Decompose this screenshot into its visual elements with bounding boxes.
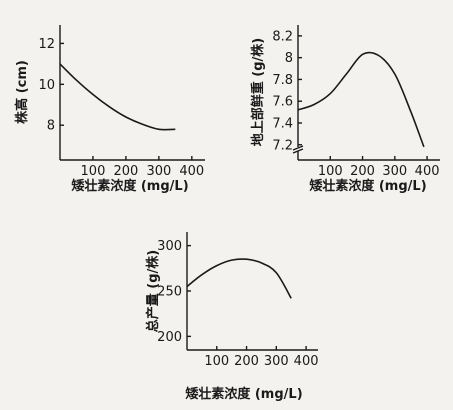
chart-total-yield-x-tick-label-100: 100 [204, 354, 229, 369]
chart-plant-height-curve [59, 63, 176, 131]
chart-fresh-weight-ticks: 100 200 300 400 7.2 7.4 7.6 7.8 8 8.2 [272, 29, 439, 179]
chart-fresh-weight-x-tick-label-200: 200 [350, 164, 375, 179]
chart-plant-height-y-tick-label-12: 12 [38, 37, 55, 52]
chart-plant-height-y-tick-label-8: 8 [47, 119, 55, 134]
chart-total-yield-curve [186, 258, 292, 299]
chart-fresh-weight-x-tick-label-400: 400 [415, 164, 440, 179]
chart-plant-height: 100 200 300 400 8 10 12 矮壮素浓度 (mg/L) 株高 (cm) [14, 25, 205, 194]
chart-plant-height-x-label: 矮壮素浓度 (mg/L) [71, 178, 188, 194]
chart-fresh-weight-y-tick-label-8: 8 [285, 51, 293, 66]
chart-plant-height-ticks: 100 200 300 400 8 10 12 [38, 37, 204, 179]
chart-fresh-weight-axes [292, 25, 440, 161]
chart-total-yield-x-tick-label-400: 400 [294, 354, 319, 369]
chart-total-yield-x-tick-label-300: 300 [264, 354, 289, 369]
chart-total-yield-ticks: 100 200 300 400 200 250 300 [157, 239, 318, 369]
chart-fresh-weight-y-tick-label-7.6: 7.6 [272, 95, 293, 110]
chart-total-yield-y-tick-label-200: 200 [157, 330, 182, 345]
chart-plant-height-x-tick-label-200: 200 [113, 164, 138, 179]
y-axis-break-mark [292, 145, 304, 154]
chart-fresh-weight-y-tick-label-8.2: 8.2 [272, 29, 293, 44]
chart-fresh-weight-x-tick-label-300: 300 [382, 164, 407, 179]
chart-fresh-weight-x-label: 矮壮素浓度 (mg/L) [309, 178, 426, 194]
chart-total-yield-axes [186, 232, 318, 351]
chart-total-yield-y-tick-label-250: 250 [157, 285, 182, 300]
chart-fresh-weight: 100 200 300 400 7.2 7.4 7.6 7.8 8 8.2 矮壮素浓度 (mg/L… [250, 25, 440, 194]
chart-total-yield: 100 200 300 400 200 250 300 矮壮素浓度 (mg/L) 总产量 (… [145, 232, 319, 402]
chart-plant-height-y-label: 株高 (cm) [14, 60, 30, 124]
chart-plant-height-x-tick-label-400: 400 [179, 164, 204, 179]
chart-plant-height-x-tick-label-100: 100 [81, 164, 106, 179]
chart-total-yield-y-tick-label-300: 300 [157, 239, 182, 254]
chart-total-yield-x-tick-label-200: 200 [234, 354, 259, 369]
chart-plant-height-axes [59, 25, 205, 161]
chart-fresh-weight-y-tick-label-7.8: 7.8 [272, 73, 293, 88]
chart-total-yield-y-label: 总产量 (g/株) [145, 250, 161, 332]
chart-plant-height-x-tick-label-300: 300 [146, 164, 171, 179]
chart-fresh-weight-y-label: 地上部鲜重 (g/株) [250, 38, 266, 146]
chart-total-yield-x-label: 矮壮素浓度 (mg/L) [185, 386, 302, 402]
chart-fresh-weight-x-tick-label-100: 100 [318, 164, 343, 179]
chart-fresh-weight-y-tick-label-7.2: 7.2 [272, 138, 293, 153]
chart-fresh-weight-curve [297, 51, 425, 148]
chart-plant-height-y-tick-label-10: 10 [38, 78, 55, 93]
chart-fresh-weight-y-tick-label-7.4: 7.4 [272, 116, 293, 131]
